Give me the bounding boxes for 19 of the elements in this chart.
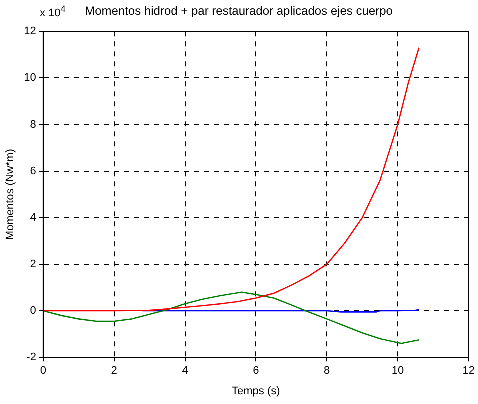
y-tick-label: 0 xyxy=(30,305,36,318)
x-tick-label: 4 xyxy=(182,365,188,378)
y-tick-label: 12 xyxy=(24,26,36,38)
y-tick-label: -2 xyxy=(26,352,36,364)
y-tick-label: 2 xyxy=(30,258,36,270)
y-tick-label: 6 xyxy=(30,165,36,178)
y-tick-label: 8 xyxy=(30,118,36,131)
x-tick-label: 6 xyxy=(253,365,260,378)
x-tick-label: 2 xyxy=(111,365,118,378)
x-tick-label: 12 xyxy=(462,365,476,378)
x-tick-label: 10 xyxy=(392,365,404,378)
chart-title: Momentos hidrod + par restaurador aplicados ejes cuerpo xyxy=(85,4,393,18)
y-tick-label: 4 xyxy=(30,212,36,224)
x-tick-label: 0 xyxy=(40,365,46,378)
x-axis-title: Temps (s) xyxy=(232,385,280,398)
x-tick-label: 8 xyxy=(324,365,330,378)
y-tick-label: 10 xyxy=(24,72,36,84)
text: x 10$^{4}$ xyxy=(40,4,66,20)
y-axis-title: Momentos (Nw*m) xyxy=(4,149,17,240)
